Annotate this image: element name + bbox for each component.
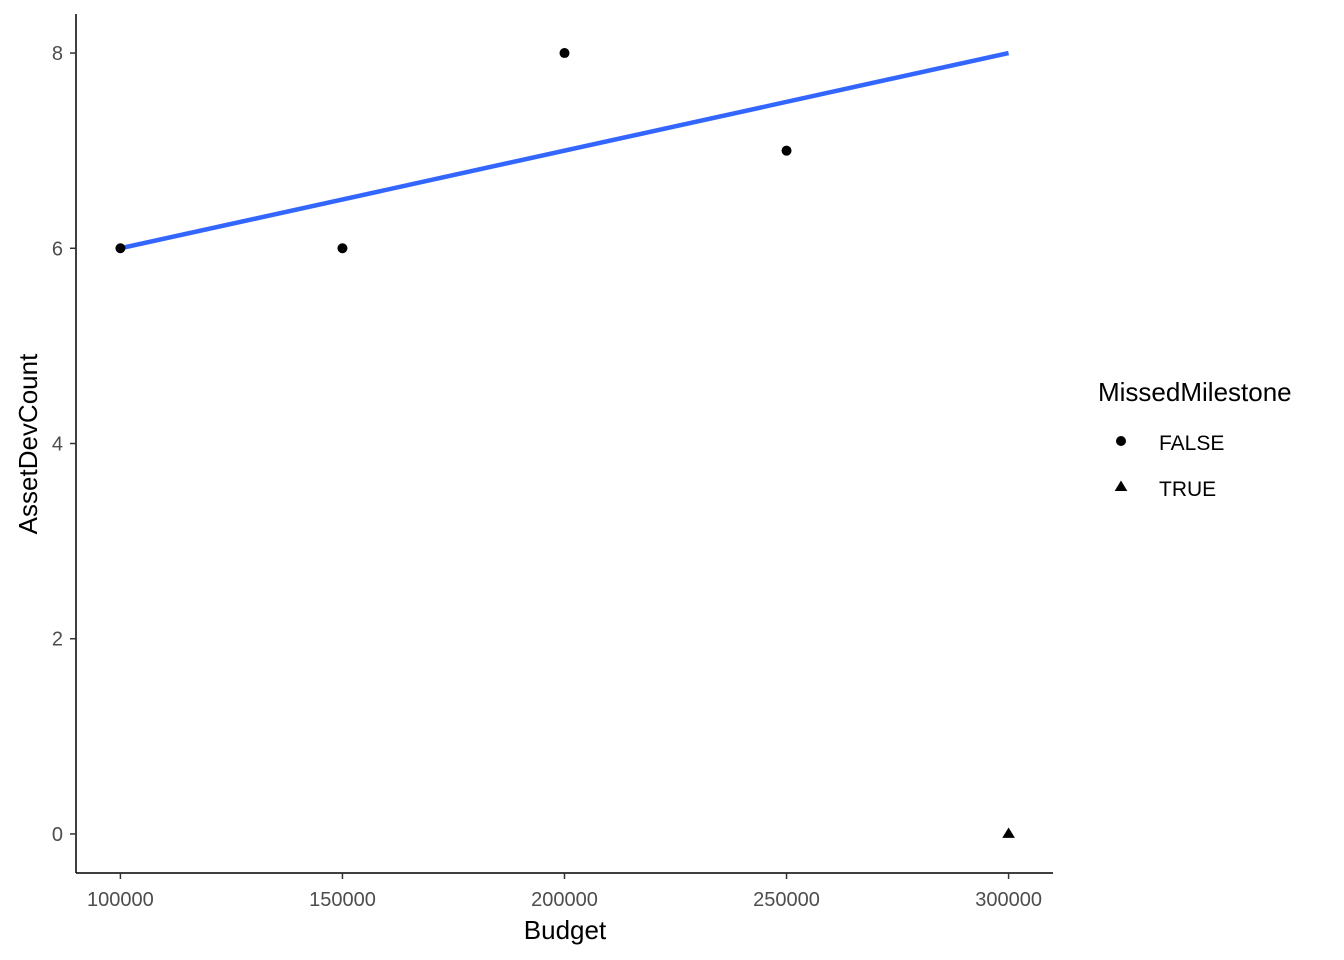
- y-tick-label: 2: [52, 629, 63, 651]
- x-tick-label: 150000: [309, 889, 376, 911]
- y-axis-ticks: 0 2 4 6 8: [52, 43, 76, 846]
- legend: MissedMilestone FALSE TRUE: [1098, 377, 1292, 501]
- trend-line: [119, 50, 1010, 251]
- y-tick-label: 8: [52, 43, 63, 65]
- x-axis-title: Budget: [524, 915, 607, 945]
- x-tick-label: 100000: [87, 889, 154, 911]
- data-point-circle: [781, 145, 792, 156]
- x-tick-label: 200000: [531, 889, 598, 911]
- y-tick-label: 4: [52, 434, 63, 456]
- x-tick-label: 300000: [975, 889, 1042, 911]
- y-axis-title: AssetDevCount: [13, 353, 43, 534]
- data-point-triangle: [1002, 827, 1015, 838]
- data-point-circle: [337, 243, 348, 254]
- data-point-circle: [559, 48, 570, 59]
- legend-key-circle-icon: [1116, 436, 1126, 446]
- x-tick-label: 250000: [753, 889, 820, 911]
- legend-label: TRUE: [1159, 478, 1216, 501]
- y-tick-label: 0: [52, 824, 63, 846]
- x-axis-ticks: 100000 150000 200000 250000 300000: [87, 873, 1042, 911]
- y-tick-label: 6: [52, 238, 63, 260]
- legend-title: MissedMilestone: [1098, 377, 1292, 407]
- legend-key-triangle-icon: [1114, 480, 1128, 491]
- data-point-circle: [115, 243, 126, 254]
- legend-label: FALSE: [1159, 432, 1224, 455]
- plot-area: [115, 48, 1015, 838]
